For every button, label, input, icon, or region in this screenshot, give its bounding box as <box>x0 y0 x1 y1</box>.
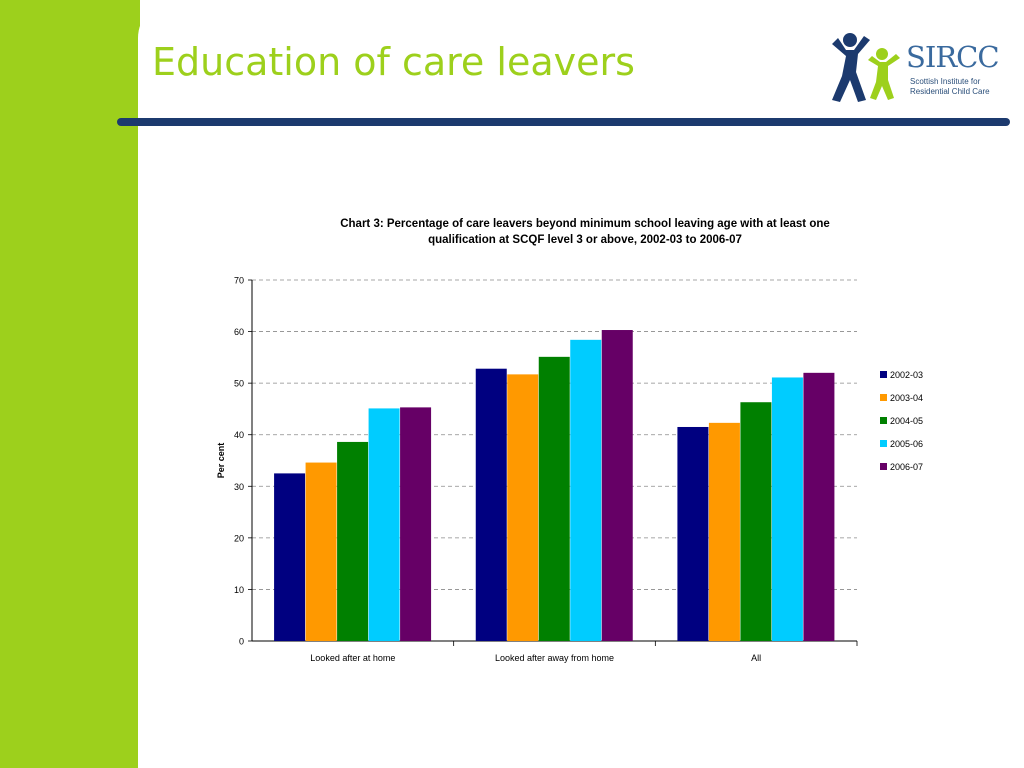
bar <box>677 426 709 641</box>
figures-logo-icon <box>832 33 900 102</box>
slide-title: Education of care leavers <box>152 40 635 84</box>
bar <box>368 408 400 641</box>
bar <box>337 441 369 641</box>
y-axis-label: Per cent <box>216 443 226 479</box>
side-bar <box>0 0 140 768</box>
legend-swatch <box>880 371 887 378</box>
bar <box>570 339 602 641</box>
bar <box>274 473 306 641</box>
legend-swatch <box>880 417 887 424</box>
bar <box>538 356 570 641</box>
bar <box>400 407 432 641</box>
y-tick-label: 0 <box>239 637 244 647</box>
legend-swatch <box>880 440 887 447</box>
logo-subtitle-line1: Scottish Institute for <box>910 77 981 86</box>
bar-chart: 0 10 20 30 40 50 60 70 Per cent Looked after at h… <box>216 276 923 664</box>
y-tick-label: 10 <box>234 585 244 595</box>
legend-swatch <box>880 394 887 401</box>
y-tick-label: 50 <box>234 379 244 389</box>
chart-title-line1: Chart 3: Percentage of care leavers beyo… <box>340 218 830 230</box>
y-tick-label: 20 <box>234 533 244 543</box>
title-divider <box>117 118 1010 126</box>
x-tick-label: All <box>751 653 761 663</box>
bar <box>740 402 772 641</box>
logo-name: SIRCC <box>906 40 1000 74</box>
bar <box>475 368 507 641</box>
y-tick-label: 60 <box>234 327 244 337</box>
legend-label: 2005-06 <box>890 439 923 449</box>
y-tick-label: 30 <box>234 482 244 492</box>
bar <box>708 422 740 641</box>
legend-swatch <box>880 463 887 470</box>
x-tick-label: Looked after away from home <box>495 653 614 663</box>
sircc-logo: SIRCC Scottish Institute for Residential… <box>828 30 1008 106</box>
legend-label: 2002-03 <box>890 370 923 380</box>
bar <box>305 462 337 641</box>
legend-label: 2006-07 <box>890 462 923 472</box>
chart-title-line2: qualification at SCQF level 3 or above, … <box>428 234 742 246</box>
legend-label: 2003-04 <box>890 393 923 403</box>
bar <box>601 330 633 641</box>
bar <box>507 374 539 641</box>
bar <box>771 377 803 641</box>
bar <box>803 372 835 641</box>
legend-label: 2004-05 <box>890 416 923 426</box>
y-tick-label: 40 <box>234 430 244 440</box>
y-tick-label: 70 <box>234 276 244 286</box>
x-tick-label: Looked after at home <box>310 653 395 663</box>
logo-subtitle-line2: Residential Child Care <box>910 87 990 96</box>
